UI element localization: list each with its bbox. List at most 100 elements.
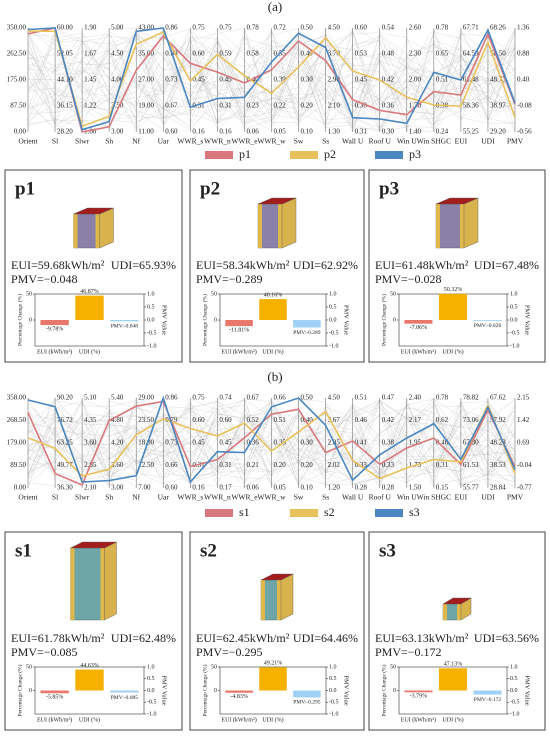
tick-label: -0.08: [517, 102, 532, 110]
tick-label: 35.00: [138, 50, 154, 58]
tick-label: 57.92: [490, 416, 506, 424]
tick-label: 0.78: [436, 24, 449, 32]
tick-label: -0.56: [517, 128, 532, 136]
bar-value-label: 40.16%: [264, 292, 283, 298]
building-stripe: [258, 204, 262, 248]
axis-name: Uar: [158, 493, 170, 502]
tick-label: 12.50: [138, 461, 154, 469]
tick-label: 0.33: [355, 461, 368, 469]
tick-label: 0.31: [219, 102, 232, 110]
y2-tick-label: 0.0: [510, 317, 518, 323]
udi-text: UDI=67.48%: [474, 258, 539, 272]
eui-text: EUI=59.68kWh/m²: [11, 258, 105, 272]
axis-name: Sh: [105, 493, 113, 502]
tick-label: 3.60: [111, 461, 124, 469]
y2-axis-label: PMV Value: [343, 675, 350, 705]
legend-swatch: [290, 151, 318, 159]
y2-tick-label: -0.5: [510, 330, 520, 336]
case-box: [189, 531, 365, 731]
tick-label: 0.42: [382, 416, 395, 424]
tick-label: 0.73: [165, 76, 178, 84]
tick-label: 1.42: [517, 416, 530, 424]
tick-label: 60.00: [57, 24, 73, 32]
tick-label: 0.75: [192, 394, 205, 402]
tick-label: 0.69: [517, 439, 530, 447]
building-roof: [257, 197, 297, 205]
y2-axis-label: PMV Value: [161, 305, 168, 335]
y2-tick-label: -1.0: [147, 711, 157, 717]
pmv-bar-label: PMV:-0.295: [293, 700, 320, 706]
axis-name: Ss: [322, 493, 329, 502]
tick-label: 0.22: [274, 102, 287, 110]
building-side: [281, 197, 297, 249]
tick-label: 0.20: [301, 102, 314, 110]
tick-label: 0.05: [274, 484, 287, 492]
bar: [438, 293, 468, 320]
tick-label: 38.53: [490, 461, 506, 469]
bar: [40, 690, 69, 694]
y-tick-label: 50: [390, 664, 396, 670]
axis-name: Wall U: [342, 493, 364, 502]
tick-label: 1.67: [84, 50, 97, 58]
tick-label: 0.30: [382, 128, 395, 136]
y-tick-label: 50: [26, 664, 32, 670]
pmv-text: PMV=−0.085: [11, 645, 78, 659]
tick-label: 0.73: [165, 439, 178, 447]
tick-label: 0.15: [436, 484, 449, 492]
series-line: [27, 30, 516, 128]
axis-name: WWR_e: [231, 137, 258, 146]
tick-label: 0.20: [274, 461, 287, 469]
legend-swatch: [205, 509, 233, 517]
tick-label: 36.30: [57, 484, 73, 492]
udi-text: UDI=65.93%: [111, 258, 176, 272]
tick-label: 28.84: [490, 484, 506, 492]
building-side: [463, 197, 479, 249]
udi-text: UDI=64.46%: [293, 631, 358, 645]
axis-name: Win U: [397, 137, 417, 146]
axis-name: Uar: [158, 137, 170, 146]
tick-label: 0.67: [165, 102, 178, 110]
tick-label: 0.45: [219, 76, 232, 84]
tick-label: 0.21: [246, 461, 259, 469]
axis-name: Sw: [294, 137, 304, 146]
y2-tick-label: -0.5: [329, 330, 339, 336]
bar-value-label: -5.85%: [46, 695, 64, 701]
legend-label: p1: [239, 147, 251, 161]
legend-label: s3: [409, 505, 420, 519]
tick-label: 2.00: [409, 76, 422, 84]
tick-label: 4.50: [111, 50, 124, 58]
building-stripe: [73, 214, 78, 248]
x-tick-label: UDI (%): [79, 716, 100, 723]
y2-tick-label: 0.0: [510, 688, 518, 694]
tick-label: 0.16: [192, 484, 205, 492]
tick-label: 68.26: [490, 24, 506, 32]
axis-name: Win SHGC: [417, 137, 452, 146]
y2-tick-label: -0.5: [147, 330, 157, 336]
tick-label: 2.10: [84, 484, 97, 492]
bar: [404, 320, 433, 324]
y2-tick-label: 0.5: [329, 304, 337, 310]
tick-label: 0.86: [165, 394, 178, 402]
tick-label: 0.16: [192, 128, 205, 136]
legend-label: p2: [324, 147, 336, 161]
tick-label: 19.00: [138, 102, 154, 110]
tick-label: 2.15: [517, 394, 530, 402]
building-front: [435, 203, 465, 249]
tick-label: 23.50: [138, 416, 154, 424]
x-tick-label: EUI (kWh/m²): [37, 716, 72, 723]
pmv-bar: [473, 320, 502, 321]
tick-label: -0.04: [517, 461, 532, 469]
axis-name: Slwr: [75, 137, 90, 146]
y2-tick-label: -1.0: [510, 711, 520, 717]
case-name: s3: [379, 540, 396, 561]
tick-label: 3.60: [84, 439, 97, 447]
axis-name: Nf: [132, 493, 140, 502]
y-tick-label: 50: [26, 291, 32, 297]
tick-label: 2.90: [328, 76, 341, 84]
bar: [40, 320, 69, 326]
pmv-bar-label: PMV:-0.289: [293, 330, 320, 336]
axis-name: Sw: [294, 493, 304, 502]
case-name: p1: [15, 178, 35, 199]
x-tick-label: UDI (%): [442, 716, 463, 723]
building-stripe: [457, 604, 461, 620]
